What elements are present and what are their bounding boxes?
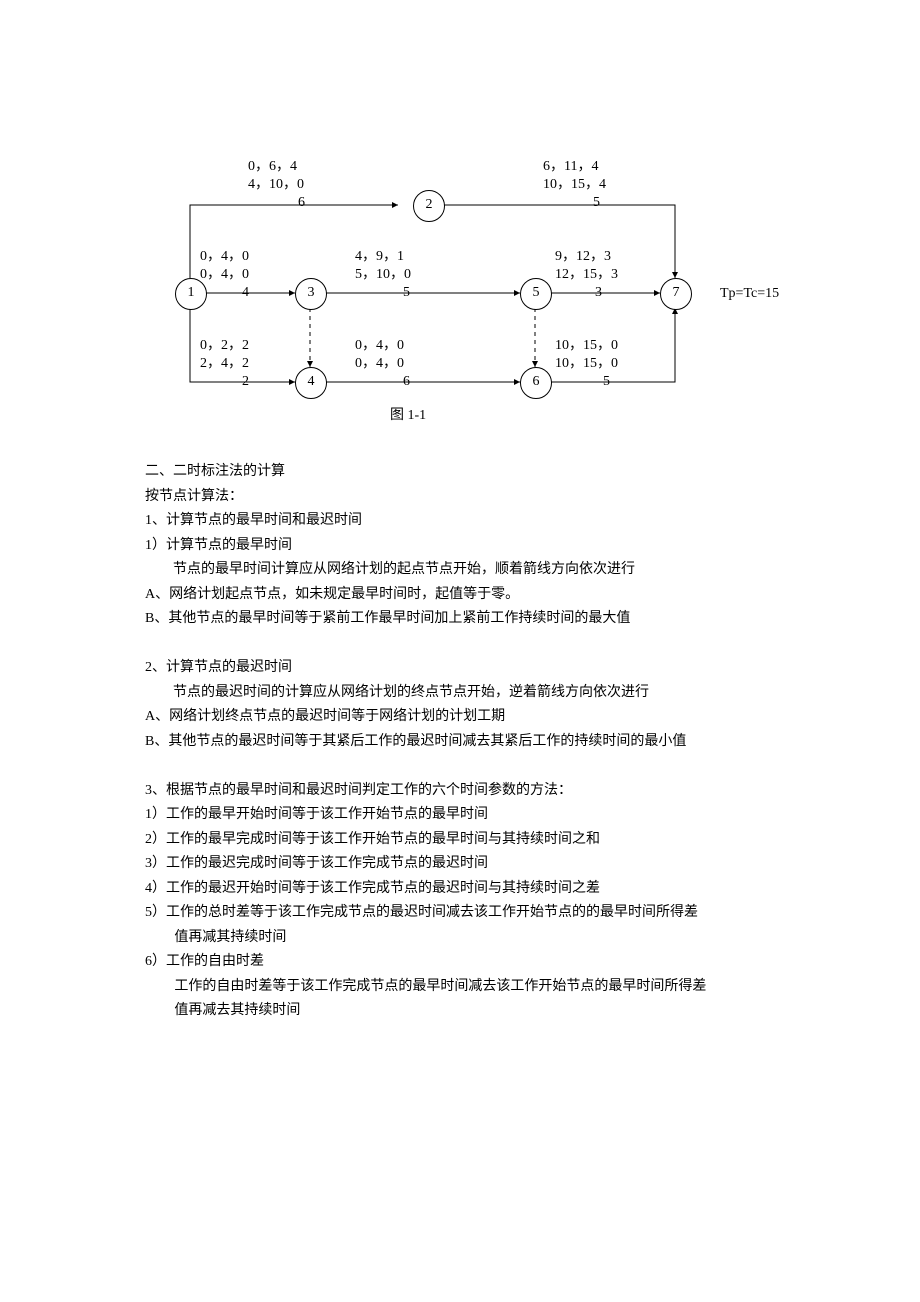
item-1: 1、计算节点的最早时间和最迟时间 — [145, 509, 820, 534]
item-1-1-a: A、网络计划起点节点，如未规定最早时间时，起值等于零。 — [145, 583, 820, 608]
node-5: 5 — [520, 278, 552, 310]
item-3-5b: 值再减其持续时间 — [145, 926, 820, 951]
item-3-6: 6）工作的自由时差 — [145, 950, 820, 975]
heading-section: 二、二时标注法的计算 — [145, 460, 820, 485]
network-diagram: Tp=Tc=15 图 1-1 12345670，6，44，10，066，11，4… — [0, 0, 920, 420]
edge-label-4: 9，12，312，15，33 — [555, 248, 618, 303]
item-1-1-b: B、其他节点的最早时间等于紧前工作最早时间加上紧前工作持续时间的最大值 — [145, 607, 820, 632]
page: Tp=Tc=15 图 1-1 12345670，6，44，10，066，11，4… — [0, 0, 920, 1302]
item-3-5: 5）工作的总时差等于该工作完成节点的最迟时间减去该工作开始节点的的最早时间所得差 — [145, 901, 820, 926]
edge-label-0: 0，6，44，10，06 — [250, 158, 305, 213]
side-label: Tp=Tc=15 — [720, 283, 779, 305]
diagram-svg — [0, 0, 920, 420]
edge-label-1: 6，11，410，15，45 — [545, 158, 606, 213]
edge-label-7: 10，15，010，15，05 — [555, 337, 618, 392]
edge-label-6: 0，4，00，4，06 — [355, 337, 410, 392]
text-body: 二、二时标注法的计算 按节点计算法： 1、计算节点的最早时间和最迟时间 1）计算… — [145, 460, 820, 1024]
item-2-b: B、其他节点的最迟时间等于其紧后工作的最迟时间减去其紧后工作的持续时间的最小值 — [145, 730, 820, 755]
item-1-1: 1）计算节点的最早时间 — [145, 534, 820, 559]
figure-caption: 图 1-1 — [390, 405, 426, 427]
item-3-3: 3）工作的最迟完成时间等于该工作完成节点的最迟时间 — [145, 852, 820, 877]
item-3-4: 4）工作的最迟开始时间等于该工作完成节点的最迟时间与其持续时间之差 — [145, 877, 820, 902]
item-2: 2、计算节点的最迟时间 — [145, 656, 820, 681]
item-3: 3、根据节点的最早时间和最迟时间判定工作的六个时间参数的方法： — [145, 779, 820, 804]
edge-label-3: 4，9，15，10，05 — [355, 248, 411, 303]
node-7: 7 — [660, 278, 692, 310]
node-3: 3 — [295, 278, 327, 310]
item-3-2: 2）工作的最早完成时间等于该工作开始节点的最早时间与其持续时间之和 — [145, 828, 820, 853]
item-3-6b: 工作的自由时差等于该工作完成节点的最早时间减去该工作开始节点的最早时间所得差 — [145, 975, 820, 1000]
item-3-6c: 值再减去其持续时间 — [145, 999, 820, 1024]
item-2-a: A、网络计划终点节点的最迟时间等于网络计划的计划工期 — [145, 705, 820, 730]
item-1-1-body: 节点的最早时间计算应从网络计划的起点节点开始，顺着箭线方向依次进行 — [145, 558, 820, 583]
node-2: 2 — [413, 190, 445, 222]
node-6: 6 — [520, 367, 552, 399]
subheading: 按节点计算法： — [145, 485, 820, 510]
edge-label-2: 0，4，00，4，04 — [200, 248, 249, 303]
node-4: 4 — [295, 367, 327, 399]
edge-label-5: 0，2，22，4，22 — [200, 337, 249, 392]
item-3-1: 1）工作的最早开始时间等于该工作开始节点的最早时间 — [145, 803, 820, 828]
item-2-body: 节点的最迟时间的计算应从网络计划的终点节点开始，逆着箭线方向依次进行 — [145, 681, 820, 706]
